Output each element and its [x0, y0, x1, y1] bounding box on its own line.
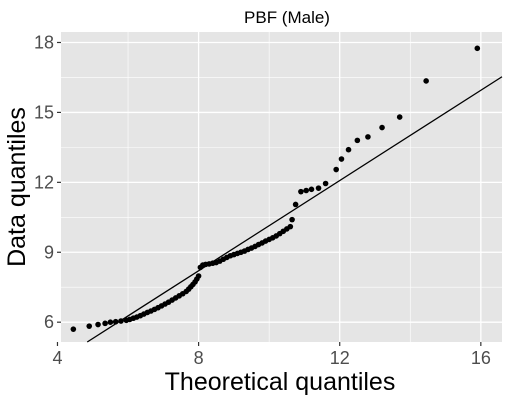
x-axis-ticks: 4 8 12 16 — [52, 342, 491, 368]
data-point — [107, 319, 114, 325]
data-point — [345, 146, 352, 153]
x-tick-label: 12 — [330, 348, 350, 368]
data-point — [195, 273, 202, 279]
y-tick-label: 6 — [44, 312, 54, 332]
data-point — [338, 156, 345, 162]
y-tick-label: 18 — [34, 32, 54, 52]
data-point — [354, 137, 361, 144]
x-tick-label: 8 — [194, 348, 204, 368]
y-tick-label: 12 — [34, 172, 54, 192]
x-tick-label: 16 — [471, 348, 491, 368]
data-point — [333, 166, 339, 173]
data-point — [287, 223, 294, 230]
data-point — [303, 187, 309, 194]
data-point — [365, 134, 371, 140]
data-point — [86, 323, 93, 329]
data-point — [95, 321, 101, 328]
data-point — [396, 114, 403, 120]
data-point — [289, 216, 295, 223]
chart-title: PBF (Male) — [244, 8, 330, 27]
data-point — [298, 188, 304, 195]
reference-line — [86, 76, 503, 343]
data-point — [322, 180, 329, 187]
major-grid — [56, 32, 502, 342]
data-point — [423, 78, 429, 84]
data-point — [70, 326, 77, 332]
y-axis-title: Data quantiles — [3, 107, 31, 267]
data-point — [308, 186, 315, 193]
y-tick-label: 15 — [34, 102, 54, 122]
data-point — [102, 320, 108, 327]
x-axis-title: Theoretical quantiles — [165, 368, 396, 396]
data-points — [70, 45, 481, 332]
data-point — [292, 201, 299, 208]
y-axis-ticks: 6 9 12 15 18 — [34, 32, 61, 332]
data-point — [474, 45, 481, 52]
data-point — [379, 124, 385, 131]
data-point — [315, 185, 322, 191]
y-tick-label: 9 — [44, 242, 54, 262]
plot-panel — [61, 32, 502, 342]
x-tick-label: 4 — [52, 348, 62, 368]
